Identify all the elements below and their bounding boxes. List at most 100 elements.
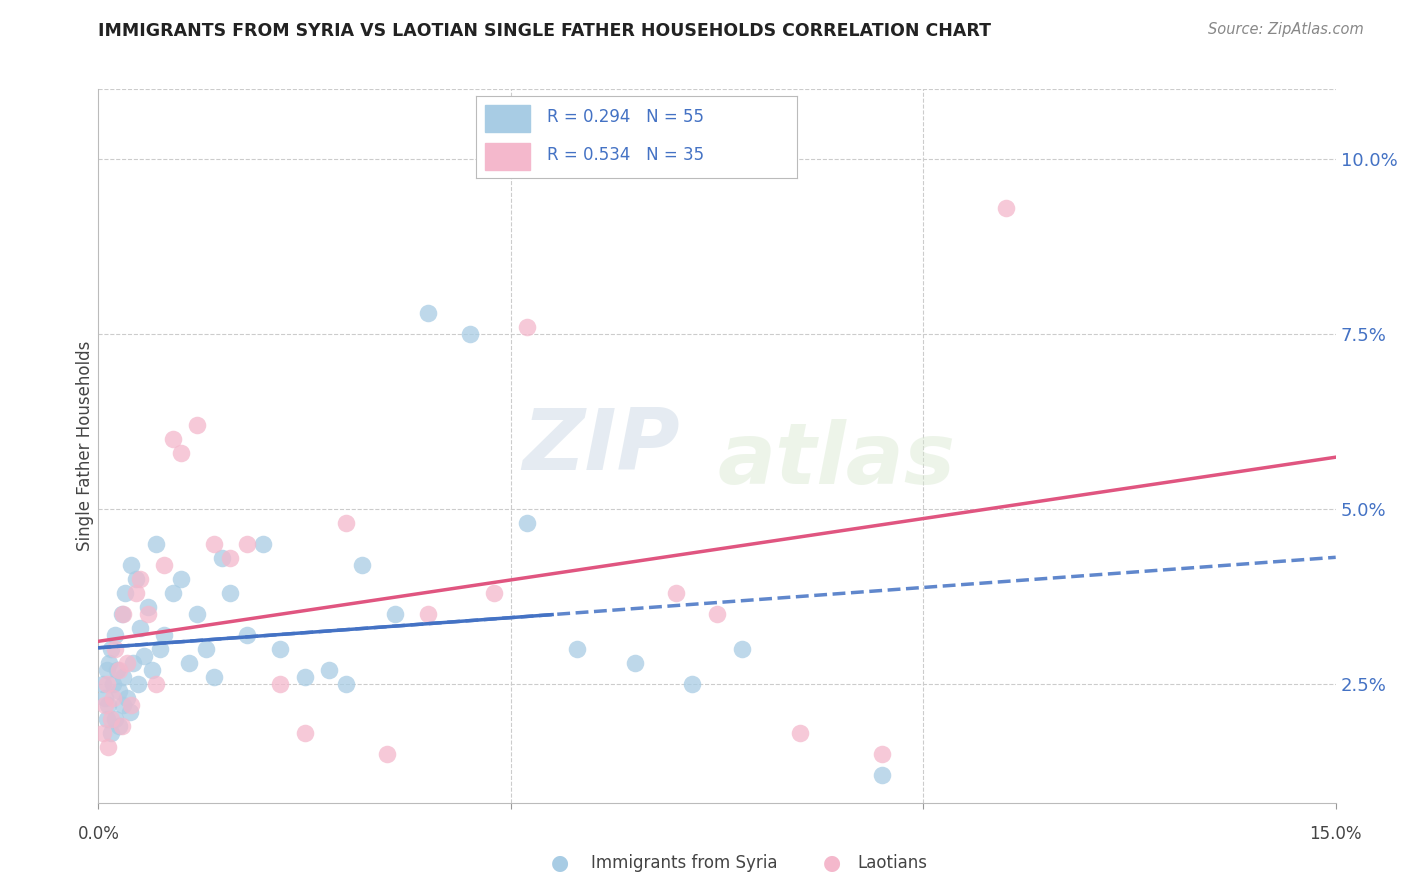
Point bbox=[104, 641, 127, 656]
Text: 0.0%: 0.0% bbox=[77, 825, 120, 843]
Point bbox=[706, 607, 728, 621]
Text: ZIP: ZIP bbox=[522, 404, 681, 488]
Point bbox=[103, 690, 125, 705]
Point bbox=[96, 663, 118, 677]
Text: Immigrants from Syria: Immigrants from Syria bbox=[591, 855, 778, 872]
Point bbox=[128, 572, 150, 586]
Point bbox=[104, 628, 127, 642]
Point bbox=[145, 677, 167, 691]
Point bbox=[108, 684, 131, 698]
Point bbox=[103, 677, 125, 691]
Point bbox=[108, 663, 131, 677]
Point bbox=[236, 628, 259, 642]
Point bbox=[118, 705, 141, 719]
Point bbox=[97, 698, 120, 712]
Point bbox=[100, 726, 122, 740]
Point bbox=[384, 607, 406, 621]
Point bbox=[170, 446, 193, 460]
Point bbox=[112, 698, 135, 712]
Point bbox=[219, 586, 242, 600]
Point bbox=[112, 607, 135, 621]
Point bbox=[104, 712, 127, 726]
Point bbox=[418, 306, 440, 320]
Point bbox=[91, 677, 114, 691]
Point bbox=[186, 607, 208, 621]
Point bbox=[96, 677, 118, 691]
Point bbox=[665, 586, 688, 600]
Point bbox=[114, 586, 136, 600]
Point bbox=[120, 698, 142, 712]
Point bbox=[100, 712, 122, 726]
Point bbox=[269, 641, 291, 656]
Point bbox=[153, 628, 176, 642]
Point bbox=[117, 656, 139, 670]
Point bbox=[352, 558, 374, 572]
Point bbox=[127, 677, 149, 691]
Point bbox=[136, 599, 159, 614]
Y-axis label: Single Father Households: Single Father Households bbox=[76, 341, 94, 551]
Point bbox=[484, 586, 506, 600]
Point bbox=[418, 607, 440, 621]
Text: atlas: atlas bbox=[717, 418, 955, 502]
Point bbox=[98, 656, 121, 670]
Point bbox=[153, 558, 176, 572]
Text: Laotians: Laotians bbox=[858, 855, 928, 872]
Text: IMMIGRANTS FROM SYRIA VS LAOTIAN SINGLE FATHER HOUSEHOLDS CORRELATION CHART: IMMIGRANTS FROM SYRIA VS LAOTIAN SINGLE … bbox=[98, 22, 991, 40]
Point bbox=[122, 656, 145, 670]
Point bbox=[269, 677, 291, 691]
Point bbox=[96, 712, 118, 726]
Point bbox=[202, 537, 225, 551]
Point bbox=[94, 690, 117, 705]
Point bbox=[623, 656, 645, 670]
Point bbox=[128, 621, 150, 635]
Point bbox=[91, 726, 114, 740]
Point bbox=[179, 656, 201, 670]
Point bbox=[124, 572, 146, 586]
Point bbox=[141, 663, 163, 677]
Point bbox=[108, 719, 131, 733]
Point bbox=[516, 320, 538, 334]
Point bbox=[294, 726, 316, 740]
Point bbox=[294, 670, 316, 684]
Point bbox=[211, 550, 233, 565]
Point bbox=[335, 677, 357, 691]
Point bbox=[202, 670, 225, 684]
Point bbox=[194, 641, 217, 656]
Point bbox=[162, 586, 184, 600]
Point bbox=[149, 641, 172, 656]
Point bbox=[94, 698, 117, 712]
Point bbox=[100, 641, 122, 656]
Point bbox=[97, 739, 120, 754]
Point bbox=[162, 432, 184, 446]
Point bbox=[124, 586, 146, 600]
Point bbox=[136, 607, 159, 621]
Text: ●: ● bbox=[823, 854, 841, 873]
Point bbox=[145, 537, 167, 551]
Point bbox=[994, 201, 1017, 215]
Point bbox=[105, 663, 128, 677]
Point bbox=[565, 641, 588, 656]
Text: ●: ● bbox=[551, 854, 569, 873]
Point bbox=[112, 670, 135, 684]
Point bbox=[117, 690, 139, 705]
Point bbox=[458, 327, 481, 342]
Point bbox=[186, 417, 208, 432]
Point bbox=[731, 641, 754, 656]
Point bbox=[236, 537, 259, 551]
Point bbox=[789, 726, 811, 740]
Point bbox=[252, 537, 274, 551]
Point bbox=[110, 719, 132, 733]
Point bbox=[375, 747, 398, 761]
Point bbox=[120, 558, 142, 572]
Text: Source: ZipAtlas.com: Source: ZipAtlas.com bbox=[1208, 22, 1364, 37]
Point bbox=[132, 648, 155, 663]
Point bbox=[870, 747, 893, 761]
Point bbox=[870, 768, 893, 782]
Point bbox=[335, 516, 357, 530]
Point bbox=[110, 607, 132, 621]
Point bbox=[516, 516, 538, 530]
Point bbox=[170, 572, 193, 586]
Point bbox=[318, 663, 340, 677]
Point bbox=[681, 677, 703, 691]
Text: 15.0%: 15.0% bbox=[1309, 825, 1362, 843]
